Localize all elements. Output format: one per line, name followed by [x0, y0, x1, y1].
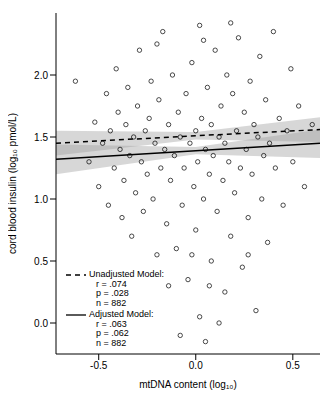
svg-text:cord blood insulin (log₁₀ pmol: cord blood insulin (log₁₀ pmol/L) — [8, 113, 18, 254]
svg-text:-0.5: -0.5 — [90, 360, 108, 371]
html-text:r = .074: r = .074 — [96, 278, 127, 289]
svg-text:mtDNA content (log₁₀): mtDNA content (log₁₀) — [139, 379, 237, 390]
svg-text:2.0: 2.0 — [34, 70, 48, 81]
html-text:n = 882: n = 882 — [96, 297, 127, 308]
html-text:Adjusted Model:: Adjusted Model: — [89, 309, 154, 319]
svg-text:1.5: 1.5 — [34, 132, 48, 143]
html-text:p = .028: p = .028 — [96, 288, 129, 298]
html-text:r = .063: r = .063 — [96, 318, 127, 329]
svg-text:0.0: 0.0 — [189, 360, 203, 371]
svg-text:0.5: 0.5 — [34, 256, 48, 267]
html-text:p = .062: p = .062 — [96, 328, 129, 338]
html-text:Unadjusted Model:: Unadjusted Model: — [89, 269, 164, 279]
svg-text:0.0: 0.0 — [34, 318, 48, 329]
html-text:n = 882: n = 882 — [96, 337, 127, 348]
svg-text:1.0: 1.0 — [34, 194, 48, 205]
svg-text:0.5: 0.5 — [286, 360, 300, 371]
